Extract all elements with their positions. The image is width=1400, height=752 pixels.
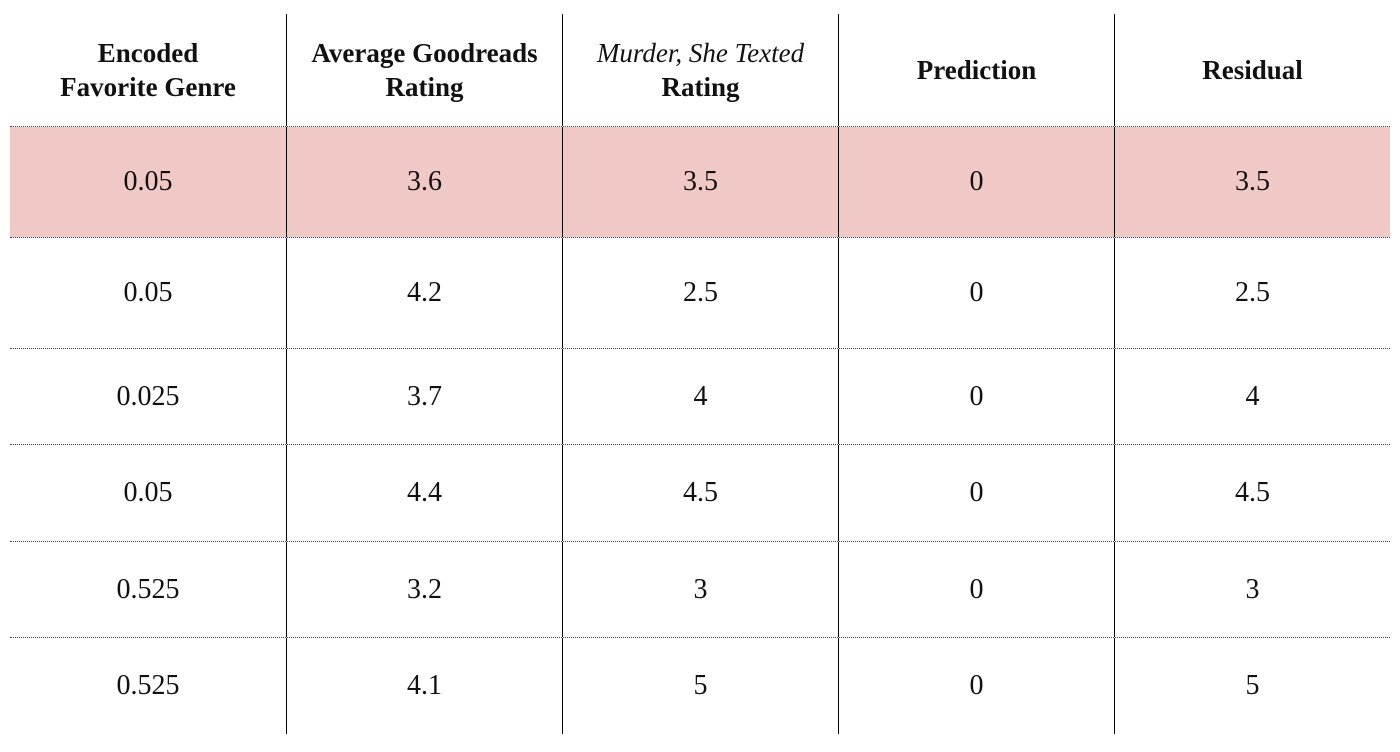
- cell-prediction: 0: [838, 127, 1114, 237]
- cell-murder-she-texted-rating: 3: [562, 542, 838, 637]
- header-line: Rating: [385, 72, 464, 102]
- cell-residual: 5: [1114, 638, 1390, 734]
- table-row: 0.05 4.2 2.5 0 2.5: [10, 238, 1390, 348]
- header-murder-she-texted-rating: Murder, She Texted Rating: [562, 14, 838, 126]
- header-line: Rating: [661, 72, 740, 102]
- row-divider: [10, 348, 1390, 349]
- header-encoded-favorite-genre: Encoded Favorite Genre: [10, 14, 286, 126]
- cell-prediction: 0: [838, 445, 1114, 541]
- row-divider: [10, 541, 1390, 542]
- table-row: 0.05 4.4 4.5 0 4.5: [10, 445, 1390, 541]
- table-row: 0.025 3.7 4 0 4: [10, 349, 1390, 444]
- cell-encoded-favorite-genre: 0.525: [116, 573, 180, 605]
- cell-encoded-favorite-genre: 0.525: [116, 670, 180, 701]
- cell-prediction: 0: [838, 349, 1114, 444]
- cell-murder-she-texted-rating: 5: [562, 638, 838, 734]
- cell-residual: 2.5: [1114, 238, 1390, 348]
- header-prediction: Prediction: [838, 14, 1114, 126]
- row-divider: [10, 126, 1390, 127]
- header-line-book-title: Murder, She Texted: [596, 38, 805, 68]
- cell-average-goodreads-rating: 4.2: [286, 238, 562, 348]
- cell-prediction: 0: [838, 542, 1114, 637]
- cell-encoded-favorite-genre: 0.05: [123, 477, 173, 508]
- row-divider: [10, 237, 1390, 238]
- cell-residual: 3.5: [1114, 127, 1390, 237]
- cell-murder-she-texted-rating: 4.5: [562, 445, 838, 541]
- header-line: Encoded: [97, 38, 199, 68]
- row-divider: [10, 637, 1390, 638]
- header-line: Residual: [1202, 55, 1303, 85]
- cell-prediction: 0: [838, 238, 1114, 348]
- cell-encoded-favorite-genre: 0.05: [123, 166, 173, 197]
- cell-murder-she-texted-rating: 4: [562, 349, 838, 444]
- header-residual: Residual: [1114, 14, 1390, 126]
- header-line: Favorite Genre: [60, 72, 236, 102]
- cell-residual: 4.5: [1114, 445, 1390, 541]
- header-line: Prediction: [916, 55, 1037, 85]
- cell-encoded-favorite-genre: 0.025: [116, 380, 180, 412]
- cell-prediction: 0: [838, 638, 1114, 734]
- cell-residual: 4: [1114, 349, 1390, 444]
- table-row: 0.525 4.1 5 0 5: [10, 638, 1390, 734]
- data-table: Encoded Favorite Genre Average Goodreads…: [10, 14, 1390, 734]
- table-row: 0.05 3.6 3.5 0 3.5: [10, 127, 1390, 237]
- table-row: 0.525 3.2 3 0 3: [10, 542, 1390, 637]
- cell-average-goodreads-rating: 3.7: [286, 349, 562, 444]
- header-average-goodreads-rating: Average Goodreads Rating: [286, 14, 562, 126]
- cell-average-goodreads-rating: 3.6: [286, 127, 562, 237]
- cell-murder-she-texted-rating: 2.5: [562, 238, 838, 348]
- cell-encoded-favorite-genre: 0.05: [123, 277, 173, 308]
- cell-murder-she-texted-rating: 3.5: [562, 127, 838, 237]
- cell-average-goodreads-rating: 3.2: [286, 542, 562, 637]
- cell-residual: 3: [1114, 542, 1390, 637]
- cell-average-goodreads-rating: 4.4: [286, 445, 562, 541]
- row-divider: [10, 444, 1390, 445]
- cell-average-goodreads-rating: 4.1: [286, 638, 562, 734]
- header-line: Average Goodreads: [311, 38, 538, 68]
- header-row: Encoded Favorite Genre Average Goodreads…: [10, 14, 1390, 126]
